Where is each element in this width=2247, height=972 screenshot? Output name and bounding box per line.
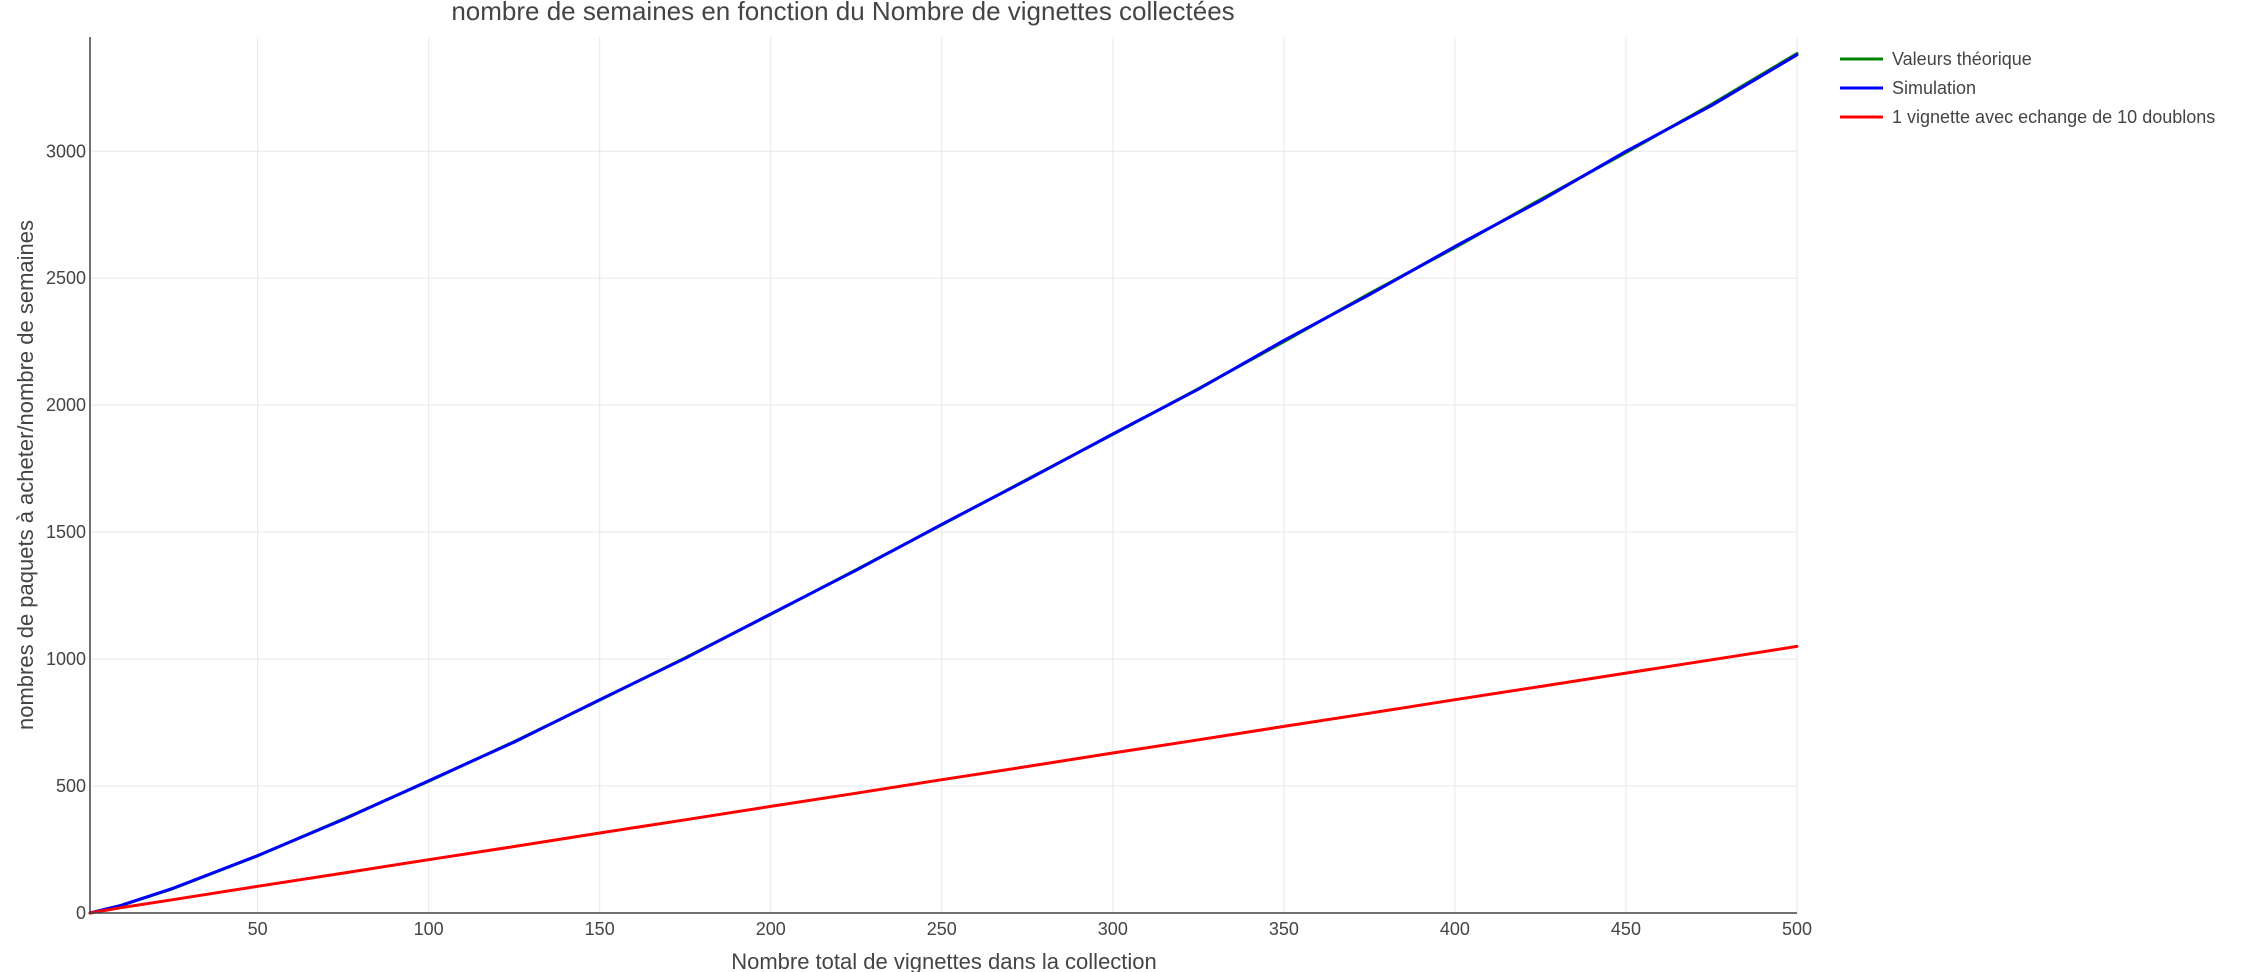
x-tick-label: 200	[756, 919, 786, 939]
x-axis-title: Nombre total de vignettes dans la collec…	[731, 949, 1157, 972]
y-axis-title: nombres de paquets à acheter/nombre de s…	[13, 220, 38, 730]
series-line-3	[88, 644, 1799, 915]
legend-label: Simulation	[1892, 78, 1976, 98]
y-tick-label: 1000	[46, 649, 86, 669]
series-layer	[88, 52, 1799, 915]
legend[interactable]: Valeurs théorique Simulation 1 vignette av…	[1840, 49, 2215, 127]
y-tick-label: 1500	[46, 522, 86, 542]
x-tick-label: 350	[1269, 919, 1299, 939]
y-tick-label: 0	[76, 903, 86, 923]
x-tick-label: 150	[585, 919, 615, 939]
legend-item-2[interactable]: Simulation	[1840, 78, 1976, 98]
x-tick-label: 50	[248, 919, 268, 939]
series-line-2	[88, 53, 1799, 915]
y-axis-ticks: 0 500 1000 1500 2000 2500 3000	[46, 141, 86, 923]
y-tick-label: 3000	[46, 141, 86, 161]
legend-item-3[interactable]: 1 vignette avec echange de 10 doublons	[1840, 107, 2215, 127]
x-axis-ticks: 50 100 150 200 250 300 350 400 450 500	[248, 919, 1812, 939]
y-tick-label: 2000	[46, 395, 86, 415]
chart-title: nombre de semaines en fonction du Nombre…	[451, 0, 1234, 26]
x-tick-label: 500	[1782, 919, 1812, 939]
x-tick-label: 400	[1440, 919, 1470, 939]
x-tick-label: 300	[1098, 919, 1128, 939]
y-tick-label: 2500	[46, 268, 86, 288]
grid-layer	[90, 37, 1798, 913]
legend-item-1[interactable]: Valeurs théorique	[1840, 49, 2032, 69]
y-tick-label: 500	[56, 776, 86, 796]
legend-label: 1 vignette avec echange de 10 doublons	[1892, 107, 2215, 127]
legend-label: Valeurs théorique	[1892, 49, 2032, 69]
axes-layer	[89, 37, 1797, 914]
x-tick-label: 100	[414, 919, 444, 939]
x-tick-label: 250	[927, 919, 957, 939]
series-line-1	[88, 52, 1799, 915]
x-tick-label: 450	[1611, 919, 1641, 939]
